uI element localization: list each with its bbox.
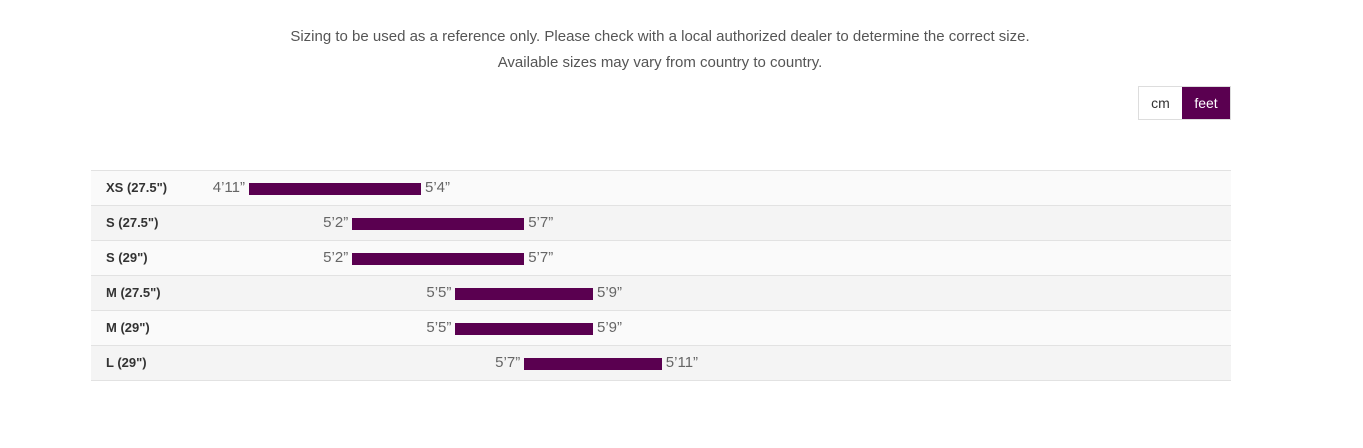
min-height-label: 4’11” (212, 179, 245, 196)
min-height-label: 5’5” (426, 319, 452, 336)
min-height-label: 5’2” (323, 249, 349, 266)
min-height-label: 5’2” (323, 214, 349, 231)
max-height-label: 5’9” (597, 284, 623, 301)
max-height-label: 5’4” (425, 179, 451, 196)
feet-unit-button[interactable]: feet (1182, 87, 1230, 119)
size-row: M (27.5") 5’5” 5’9” (91, 276, 1231, 311)
max-height-label: 5’11” (665, 354, 699, 371)
size-chart-table: XS (27.5") 4’11” 5’4” S (27.5") 5’2” 5’7” S (2… (91, 170, 1231, 381)
max-height-label: 5’7” (528, 249, 554, 266)
availability-notice: Available sizes may vary from country to… (497, 54, 823, 71)
unit-toggle: cm feet (1138, 86, 1231, 120)
min-height-label: 5’7” (495, 354, 521, 371)
size-row: S (29") 5’2” 5’7” (91, 241, 1231, 276)
size-row: L (29") 5’7” 5’11” (91, 346, 1231, 381)
max-height-label: 5’9” (597, 319, 623, 336)
height-range-bar (352, 253, 525, 265)
min-height-label: 5’5” (426, 284, 452, 301)
size-row: XS (27.5") 4’11” 5’4” (91, 171, 1231, 206)
height-range-bar (524, 358, 662, 370)
max-height-label: 5’7” (528, 214, 554, 231)
size-row: M (29") 5’5” 5’9” (91, 311, 1231, 346)
size-label: S (29") (106, 250, 148, 265)
height-range-bar (249, 183, 421, 195)
size-label: M (27.5") (106, 285, 161, 300)
size-label: L (29") (106, 355, 147, 370)
height-range-bar (455, 288, 593, 300)
height-range-bar (455, 323, 593, 335)
size-label: M (29") (106, 320, 150, 335)
size-label: XS (27.5") (106, 180, 168, 195)
sizing-disclaimer: Sizing to be used as a reference only. P… (290, 28, 1030, 45)
cm-unit-button[interactable]: cm (1139, 87, 1182, 119)
height-range-bar (352, 218, 525, 230)
size-label: S (27.5") (106, 215, 159, 230)
size-row: S (27.5") 5’2” 5’7” (91, 206, 1231, 241)
